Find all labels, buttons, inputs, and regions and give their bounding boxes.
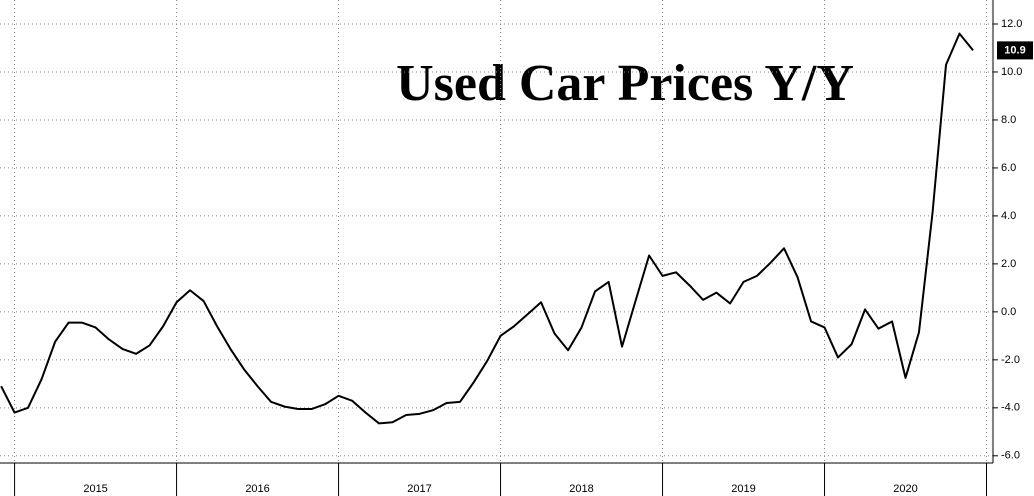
y-tick-label: 12.0	[1001, 18, 1022, 30]
last-value-label: 10.9	[1004, 44, 1025, 56]
x-tick-label: 2015	[83, 483, 107, 495]
x-tick-label: 2018	[569, 483, 593, 495]
y-tick-label: -4.0	[1001, 402, 1020, 414]
y-tick-label: 8.0	[1001, 114, 1016, 126]
x-tick-label: 2019	[731, 483, 755, 495]
y-tick-label: 6.0	[1001, 162, 1016, 174]
y-tick-label: 2.0	[1001, 258, 1016, 270]
y-tick-label: -2.0	[1001, 354, 1020, 366]
last-value-box	[997, 41, 1033, 60]
y-tick-label: 0.0	[1001, 306, 1016, 318]
y-tick-label: 10.0	[1001, 66, 1022, 78]
chart-title: Used Car Prices Y/Y	[396, 55, 854, 112]
data-line	[0, 32, 974, 425]
y-tick-label: 4.0	[1001, 210, 1016, 222]
x-tick-label: 2016	[245, 483, 269, 495]
x-tick-label: 2017	[407, 483, 431, 495]
x-tick-label: 2020	[893, 483, 917, 495]
y-tick-label: -6.0	[1001, 450, 1020, 462]
